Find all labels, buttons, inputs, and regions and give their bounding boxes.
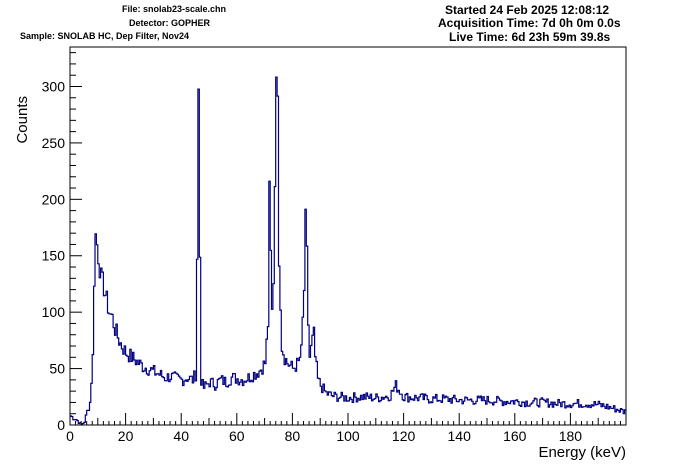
x-tick-label: 60 xyxy=(229,428,245,444)
x-tick-label: 20 xyxy=(118,428,134,444)
y-tick-label: 200 xyxy=(42,191,66,207)
detector-label: Detector: GOPHER xyxy=(129,18,211,28)
x-tick-label: 180 xyxy=(559,428,583,444)
live-time-label: Live Time: 6d 23h 59m 39.8s xyxy=(449,30,611,44)
x-tick-label: 40 xyxy=(173,428,189,444)
start-time-label: Started 24 Feb 2025 12:08:12 xyxy=(445,3,610,17)
y-axis-ticks: 0 50 100 150 200 250 300 xyxy=(42,52,82,433)
y-tick-label: 250 xyxy=(42,135,66,151)
x-tick-label: 100 xyxy=(336,428,360,444)
spectrum-series-line xyxy=(70,76,626,426)
x-tick-label: 140 xyxy=(448,428,472,444)
y-axis-title: Counts xyxy=(14,96,31,144)
acquisition-time-label: Acquisition Time: 7d 0h 0m 0.0s xyxy=(438,16,621,30)
x-axis-ticks: 0 20 40 60 80 100 120 140 160 180 xyxy=(66,413,627,444)
y-tick-label: 0 xyxy=(57,417,65,433)
y-tick-label: 50 xyxy=(49,361,65,377)
file-label: File: snolab23-scale.chn xyxy=(122,4,227,14)
x-tick-label: 160 xyxy=(503,428,527,444)
sample-label: Sample: SNOLAB HC, Dep Filter, Nov24 xyxy=(20,31,190,41)
x-axis-title: Energy (keV) xyxy=(538,444,626,461)
y-tick-label: 150 xyxy=(42,248,66,264)
y-tick-label: 100 xyxy=(42,304,66,320)
x-tick-label: 0 xyxy=(66,428,74,444)
y-tick-label: 300 xyxy=(42,78,66,94)
x-tick-label: 80 xyxy=(285,428,301,444)
x-tick-label: 120 xyxy=(392,428,416,444)
